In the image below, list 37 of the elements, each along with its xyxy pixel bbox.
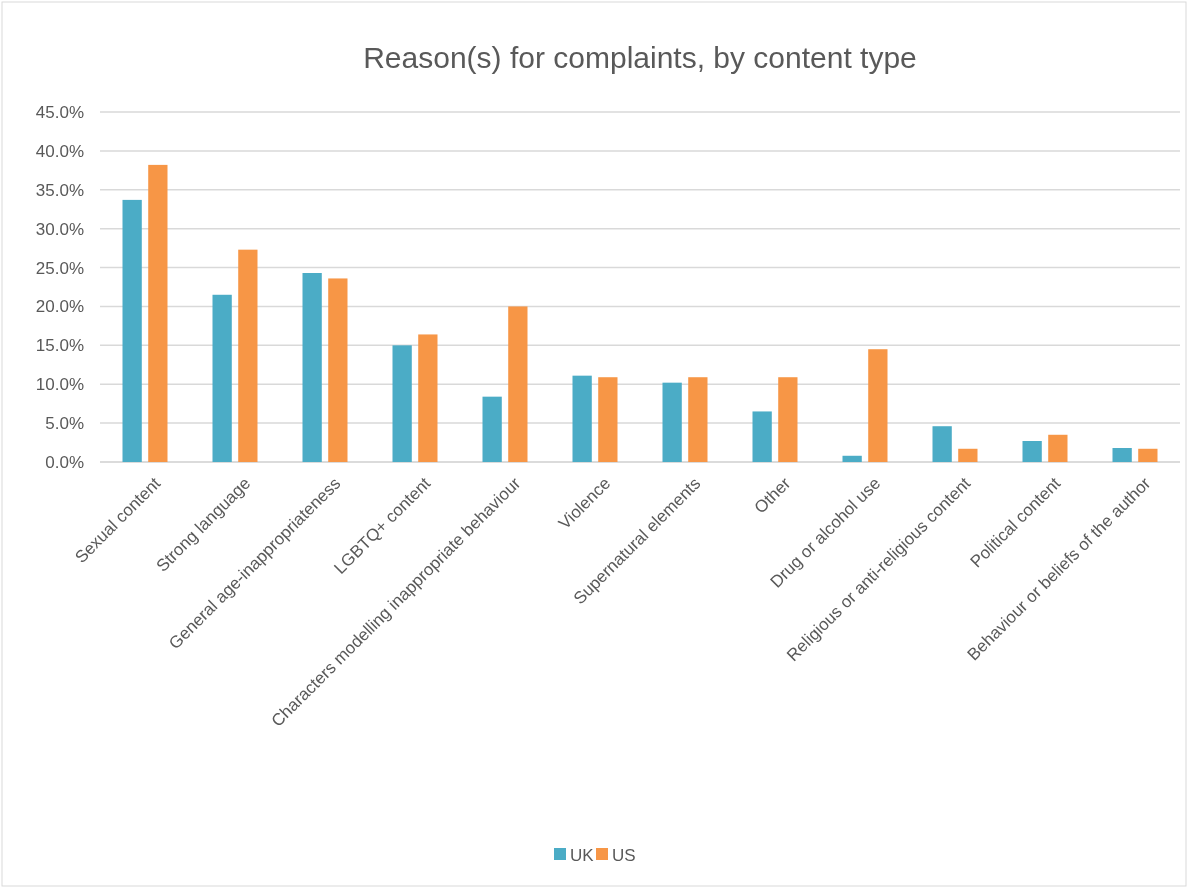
bar <box>328 278 348 462</box>
bar <box>842 455 862 462</box>
bar <box>508 306 528 462</box>
bar <box>1048 434 1068 462</box>
bar <box>868 349 888 462</box>
legend-label: US <box>612 845 636 865</box>
y-tick-label: 0.0% <box>45 452 84 472</box>
bar <box>1022 441 1042 462</box>
bar <box>302 273 322 462</box>
bar <box>238 249 258 462</box>
bar <box>1112 448 1132 462</box>
y-tick-label: 20.0% <box>35 297 84 317</box>
bar <box>122 199 142 462</box>
bar <box>148 164 168 462</box>
bar <box>212 294 232 462</box>
y-tick-label: 25.0% <box>35 258 84 278</box>
legend-label: UK <box>570 845 595 865</box>
bar <box>418 334 438 462</box>
bar <box>662 382 682 462</box>
y-tick-label: 30.0% <box>35 219 84 239</box>
bar <box>572 375 592 462</box>
bar <box>482 396 502 462</box>
bar <box>958 448 978 462</box>
bar <box>688 377 708 462</box>
y-tick-label: 5.0% <box>45 414 84 434</box>
y-tick-label: 35.0% <box>35 180 84 200</box>
y-tick-label: 15.0% <box>35 336 84 356</box>
y-tick-label: 45.0% <box>35 102 84 122</box>
bar <box>932 426 952 462</box>
chart-title: Reason(s) for complaints, by content type <box>363 41 917 74</box>
bar <box>598 377 618 462</box>
bar <box>778 377 798 462</box>
bar <box>1138 448 1158 462</box>
bar <box>752 411 772 462</box>
y-tick-label: 10.0% <box>35 375 84 395</box>
y-tick-label: 40.0% <box>35 141 84 161</box>
bar <box>392 345 412 462</box>
